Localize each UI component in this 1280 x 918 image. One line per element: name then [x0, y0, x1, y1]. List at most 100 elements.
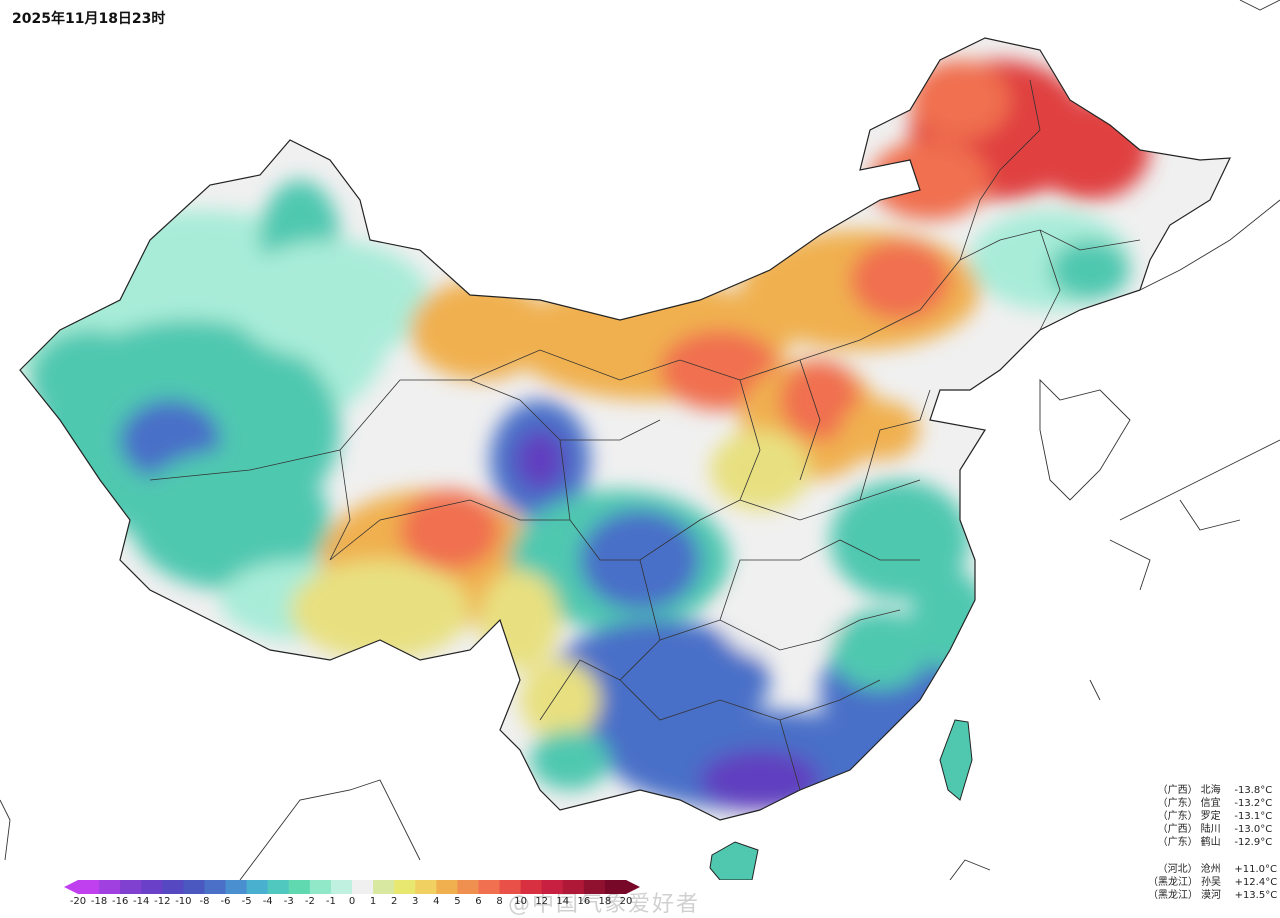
legend-tick-label: -4 [262, 896, 273, 907]
temperature-region [780, 360, 860, 440]
legend-tick-label: -12 [154, 896, 171, 907]
legend-tick-label: 6 [475, 896, 482, 907]
legend-tick-label: 8 [496, 896, 503, 907]
legend-swatch [204, 880, 227, 894]
legend-tick-label: 12 [535, 896, 549, 907]
station-row: （广东） 信宜 -13.2°C [1148, 797, 1278, 810]
legend-tick-label: 16 [577, 896, 591, 907]
hainan-island [709, 841, 759, 880]
map-timestamp: 2025年11月18日23时 [12, 11, 166, 27]
temperature-region [910, 60, 1010, 140]
legend-swatch [246, 880, 269, 894]
legend-swatch [457, 880, 479, 894]
temperature-region [710, 430, 810, 510]
station-name: 鹤山 [1200, 837, 1221, 848]
temperature-field [20, 38, 1230, 820]
legend-max-arrow [626, 880, 640, 894]
station-province: （广东） [1157, 811, 1198, 822]
legend-swatch [120, 880, 142, 894]
temperature-region [870, 140, 990, 220]
temperature-region [850, 240, 950, 320]
legend-tick-label: 4 [433, 896, 440, 907]
legend-swatch [352, 880, 374, 894]
temperature-region [515, 430, 565, 490]
station-value: +11.0°C [1234, 864, 1277, 875]
taiwan-island [939, 719, 973, 801]
legend-tick-label: 18 [598, 896, 612, 907]
legend-tick-label: -2 [304, 896, 315, 907]
station-row: （黑龙江） 漠河 +13.5°C [1148, 889, 1278, 902]
legend-swatch [309, 880, 332, 894]
station-name: 罗定 [1200, 811, 1221, 822]
legend-swatch [162, 880, 184, 894]
legend-tick-label: -18 [90, 896, 108, 907]
legend-swatch [141, 880, 163, 894]
temperature-region [910, 570, 990, 670]
legend-tick-label: -5 [241, 896, 252, 907]
lowest-anomaly-list: （广西） 北海 -13.8°C （广东） 信宜 -13.2°C （广东） 罗定 -13.1°C （… [1148, 784, 1278, 849]
extreme-stations-panel: （广西） 北海 -13.8°C （广东） 信宜 -13.2°C （广东） 罗定 -13.1°C （… [1148, 784, 1278, 902]
legend-swatch [99, 880, 121, 894]
legend-swatch [436, 880, 458, 894]
temperature-region [530, 730, 610, 790]
province-borders [149, 79, 1141, 791]
legend-swatch [288, 880, 311, 894]
china-border [19, 37, 1231, 821]
station-name: 信宜 [1200, 798, 1221, 809]
station-name: 陆川 [1200, 824, 1221, 835]
station-value: -13.1°C [1234, 811, 1273, 822]
legend-swatch [604, 880, 627, 894]
station-row: （广西） 北海 -13.8°C [1148, 784, 1278, 797]
legend-tick-label: 1 [369, 896, 377, 907]
station-value: +12.4°C [1234, 877, 1278, 888]
temperature-region [400, 490, 500, 570]
legend-swatch [267, 880, 290, 894]
color-legend-bar [64, 880, 640, 894]
legend-swatch [520, 880, 543, 894]
legend-min-arrow [64, 880, 78, 894]
temperature-anomaly-map [0, 0, 1280, 880]
station-value: +13.5°C [1234, 890, 1278, 901]
station-province: （黑龙江） [1148, 877, 1198, 888]
color-legend-labels: -20 -18 -16 -14 -12 -10 -8 -6 -5 -4 -3 -2 -1 0 1 2 3 4 5 6 8… [64, 896, 640, 908]
station-value: -13.2°C [1234, 798, 1273, 809]
legend-swatch [478, 880, 501, 894]
station-province: （河北） [1157, 864, 1198, 875]
temperature-region [830, 610, 930, 690]
station-province: （广东） [1157, 837, 1198, 848]
temperature-region [1050, 240, 1130, 300]
temperature-region [230, 240, 430, 360]
legend-swatch [225, 880, 248, 894]
legend-swatch [583, 880, 606, 894]
legend-swatch [499, 880, 522, 894]
temperature-region [830, 480, 970, 600]
station-row: （河北） 沧州 +11.0°C [1148, 863, 1278, 876]
station-row: （广东） 罗定 -13.1°C [1148, 810, 1278, 823]
station-province: （黑龙江） [1148, 890, 1198, 901]
legend-tick-label: -16 [111, 896, 129, 907]
legend-swatch [562, 880, 585, 894]
legend-tick-label: 20 [619, 896, 633, 907]
legend-tick-label: 5 [454, 896, 461, 907]
legend-swatch [394, 880, 416, 894]
legend-swatch [415, 880, 437, 894]
temperature-region [30, 330, 150, 430]
station-name: 北海 [1200, 785, 1221, 796]
temperature-region [520, 660, 600, 740]
station-row: （广东） 鹤山 -12.9°C [1148, 836, 1278, 849]
station-name: 沧州 [1200, 864, 1221, 875]
station-province: （广东） [1157, 798, 1198, 809]
legend-tick-label: 10 [514, 896, 527, 907]
legend-tick-label: -10 [175, 896, 192, 907]
legend-swatch [78, 880, 100, 894]
legend-tick-label: -3 [283, 896, 294, 907]
legend-swatch [541, 880, 564, 894]
highest-anomaly-list: （河北） 沧州 +11.0°C （黑龙江） 孙吴 +12.4°C （黑龙江） 漠河 +13.5°… [1148, 863, 1278, 902]
station-value: -13.0°C [1234, 824, 1273, 835]
temperature-region [290, 560, 470, 660]
legend-tick-label: -20 [69, 896, 87, 907]
station-name: 孙吴 [1201, 877, 1221, 888]
station-row: （广西） 陆川 -13.0°C [1148, 823, 1278, 836]
station-name: 漠河 [1201, 890, 1221, 901]
legend-swatch [330, 880, 353, 894]
